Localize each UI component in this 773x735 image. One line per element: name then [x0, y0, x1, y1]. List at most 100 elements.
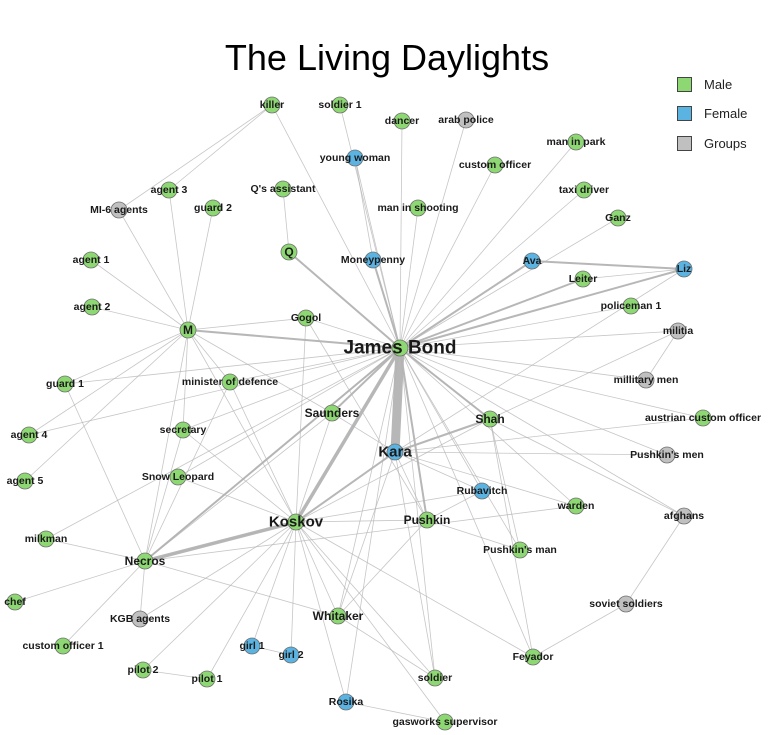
node-ganz[interactable]: Ganz: [605, 209, 631, 227]
node-agent-5[interactable]: agent 5: [7, 472, 44, 490]
node-marker-milkman[interactable]: [37, 530, 55, 548]
node-pushkin-s-men[interactable]: Pushkin's men: [630, 446, 704, 464]
node-snow-leopard[interactable]: Snow Leopard: [142, 468, 214, 486]
node-marker-girl-2[interactable]: [282, 646, 300, 664]
node-marker-ava[interactable]: [523, 252, 541, 270]
node-marker-kara[interactable]: [386, 443, 404, 461]
node-rubavitch[interactable]: Rubavitch: [457, 482, 508, 500]
node-james-bond[interactable]: James Bond: [344, 338, 457, 359]
node-marker-soldier-1[interactable]: [331, 96, 349, 114]
node-marker-mi-6-agents[interactable]: [110, 201, 128, 219]
node-marker-minister-of-defence[interactable]: [221, 373, 239, 391]
node-man-in-shooting[interactable]: man in shooting: [377, 199, 459, 217]
node-marker-rubavitch[interactable]: [473, 482, 491, 500]
node-dancer[interactable]: dancer: [385, 112, 419, 130]
node-marker-kgb-agents[interactable]: [131, 610, 149, 628]
node-necros[interactable]: Necros: [125, 552, 166, 570]
node-marker-man-in-park[interactable]: [567, 133, 585, 151]
node-man-in-park[interactable]: man in park: [547, 133, 606, 151]
node-leiter[interactable]: Leiter: [569, 270, 598, 288]
node-marker-pilot-1[interactable]: [198, 670, 216, 688]
node-chef[interactable]: chef: [4, 593, 26, 611]
node-kgb-agents[interactable]: KGB agents: [110, 610, 170, 628]
node-marker-austrian-custom-officer[interactable]: [694, 409, 712, 427]
node-marker-saunders[interactable]: [323, 404, 341, 422]
node-marker-pushkin-s-men[interactable]: [658, 446, 676, 464]
node-marker-young-woman[interactable]: [346, 149, 364, 167]
node-marker-agent-1[interactable]: [82, 251, 100, 269]
node-warden[interactable]: warden: [557, 497, 595, 515]
node-marker-whitaker[interactable]: [329, 607, 347, 625]
node-marker-ganz[interactable]: [609, 209, 627, 227]
node-gasworks-supervisor[interactable]: gasworks supervisor: [392, 713, 498, 731]
node-mi-6-agents[interactable]: MI-6 agents: [90, 201, 148, 219]
node-guard-2[interactable]: guard 2: [194, 199, 232, 217]
node-minister-of-defence[interactable]: minister of defence: [182, 373, 278, 391]
node-afghans[interactable]: afghans: [664, 507, 704, 525]
node-marker-dancer[interactable]: [393, 112, 411, 130]
node-marker-militia[interactable]: [669, 322, 687, 340]
node-agent-4[interactable]: agent 4: [11, 426, 48, 444]
node-q-s-assistant[interactable]: Q's assistant: [251, 180, 316, 198]
node-killer[interactable]: killer: [260, 96, 285, 114]
node-girl-1[interactable]: girl 1: [239, 637, 265, 655]
node-marker-warden[interactable]: [567, 497, 585, 515]
node-secretary[interactable]: secretary: [160, 421, 207, 439]
node-arab-police[interactable]: arab police: [438, 111, 494, 129]
node-custom-officer[interactable]: custom officer: [459, 156, 531, 174]
node-marker-snow-leopard[interactable]: [169, 468, 187, 486]
node-marker-soviet-soldiers[interactable]: [617, 595, 635, 613]
node-marker-custom-officer-1[interactable]: [54, 637, 72, 655]
node-milkman[interactable]: milkman: [25, 530, 68, 548]
node-saunders[interactable]: Saunders: [305, 404, 360, 422]
node-marker-moneypenny[interactable]: [364, 251, 382, 269]
node-q[interactable]: Q: [280, 243, 298, 261]
node-marker-gogol[interactable]: [297, 309, 315, 327]
node-marker-custom-officer[interactable]: [486, 156, 504, 174]
node-moneypenny[interactable]: Moneypenny: [341, 251, 405, 269]
node-pushkin-s-man[interactable]: Pushkin's man: [483, 541, 557, 559]
node-millitary-men[interactable]: millitary men: [614, 371, 679, 389]
node-marker-killer[interactable]: [263, 96, 281, 114]
node-marker-m[interactable]: [179, 321, 197, 339]
node-gogol[interactable]: Gogol: [291, 309, 321, 327]
node-feyador[interactable]: Feyador: [513, 648, 554, 666]
node-pushkin[interactable]: Pushkin: [404, 511, 451, 529]
node-soviet-soldiers[interactable]: soviet soldiers: [589, 595, 663, 613]
node-marker-q-s-assistant[interactable]: [274, 180, 292, 198]
node-marker-agent-5[interactable]: [16, 472, 34, 490]
node-marker-secretary[interactable]: [174, 421, 192, 439]
node-militia[interactable]: militia: [663, 322, 694, 340]
node-marker-pilot-2[interactable]: [134, 661, 152, 679]
node-marker-feyador[interactable]: [524, 648, 542, 666]
node-marker-koskov[interactable]: [287, 513, 305, 531]
node-marker-taxi-driver[interactable]: [575, 181, 593, 199]
node-marker-q[interactable]: [280, 243, 298, 261]
node-kara[interactable]: Kara: [378, 444, 412, 461]
node-marker-guard-1[interactable]: [56, 375, 74, 393]
node-rosika[interactable]: Rosika: [329, 693, 364, 711]
node-pilot-2[interactable]: pilot 2: [128, 661, 159, 679]
node-marker-james-bond[interactable]: [391, 339, 409, 357]
node-marker-gasworks-supervisor[interactable]: [436, 713, 454, 731]
node-marker-man-in-shooting[interactable]: [409, 199, 427, 217]
node-marker-millitary-men[interactable]: [637, 371, 655, 389]
node-marker-agent-2[interactable]: [83, 298, 101, 316]
node-liz[interactable]: Liz: [675, 260, 693, 278]
node-agent-2[interactable]: agent 2: [74, 298, 111, 316]
node-koskov[interactable]: Koskov: [269, 514, 324, 531]
node-agent-1[interactable]: agent 1: [73, 251, 110, 269]
node-marker-leiter[interactable]: [574, 270, 592, 288]
node-marker-necros[interactable]: [136, 552, 154, 570]
node-austrian-custom-officer[interactable]: austrian custom officer: [645, 409, 761, 427]
node-marker-pushkin-s-man[interactable]: [511, 541, 529, 559]
node-marker-shah[interactable]: [481, 410, 499, 428]
node-soldier[interactable]: soldier: [418, 669, 452, 687]
node-marker-guard-2[interactable]: [204, 199, 222, 217]
node-guard-1[interactable]: guard 1: [46, 375, 84, 393]
node-ava[interactable]: Ava: [523, 252, 542, 270]
node-marker-soldier[interactable]: [426, 669, 444, 687]
node-marker-policeman-1[interactable]: [622, 297, 640, 315]
node-agent-3[interactable]: agent 3: [151, 181, 188, 199]
node-marker-agent-4[interactable]: [20, 426, 38, 444]
